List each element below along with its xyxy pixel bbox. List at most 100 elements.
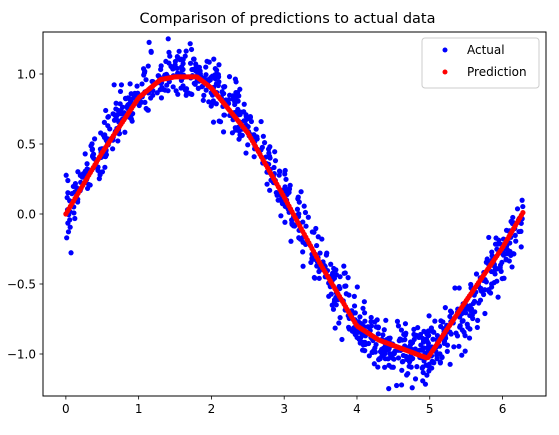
actual-point bbox=[221, 90, 227, 97]
actual-point bbox=[316, 275, 322, 281]
actual-point bbox=[498, 268, 504, 274]
actual-point bbox=[519, 197, 525, 203]
actual-point bbox=[242, 118, 248, 124]
actual-point bbox=[411, 336, 417, 342]
actual-point bbox=[97, 172, 103, 178]
actual-point bbox=[366, 340, 372, 347]
actual-point bbox=[167, 53, 173, 59]
actual-point bbox=[501, 275, 507, 281]
actual-point bbox=[210, 119, 217, 125]
actual-point bbox=[368, 323, 375, 329]
actual-point bbox=[474, 324, 480, 331]
actual-point bbox=[483, 279, 489, 285]
actual-point bbox=[309, 255, 315, 262]
actual-point bbox=[370, 349, 376, 356]
y-axis: −1.0 −0.5 0.0 0.5 1.0 bbox=[7, 68, 43, 362]
x-tick-label: 4 bbox=[353, 402, 361, 416]
actual-point bbox=[330, 306, 337, 312]
actual-point bbox=[420, 364, 426, 370]
actual-point bbox=[67, 224, 73, 230]
actual-point bbox=[314, 242, 320, 249]
actual-point bbox=[331, 299, 338, 305]
actual-point bbox=[113, 100, 119, 106]
legend-label-actual: Actual bbox=[467, 43, 505, 57]
actual-point bbox=[385, 356, 391, 362]
actual-point bbox=[386, 386, 392, 392]
actual-point bbox=[248, 118, 254, 125]
actual-point bbox=[278, 213, 284, 219]
actual-point bbox=[183, 48, 189, 54]
actual-point bbox=[442, 305, 448, 311]
actual-point bbox=[438, 318, 444, 324]
actual-point bbox=[237, 111, 243, 118]
actual-point bbox=[64, 235, 70, 241]
actual-point bbox=[267, 144, 273, 150]
actual-point bbox=[179, 64, 185, 70]
actual-point bbox=[88, 143, 94, 149]
actual-point bbox=[200, 97, 206, 103]
actual-point bbox=[226, 74, 233, 80]
actual-point bbox=[90, 153, 96, 159]
actual-point bbox=[216, 79, 222, 85]
y-tick-label: 0.0 bbox=[17, 208, 36, 222]
actual-point bbox=[430, 336, 436, 342]
actual-point bbox=[432, 318, 438, 324]
actual-point bbox=[420, 369, 426, 376]
actual-point bbox=[122, 95, 129, 101]
actual-point bbox=[466, 335, 473, 341]
actual-point bbox=[253, 126, 259, 132]
series-prediction bbox=[63, 74, 526, 361]
actual-point bbox=[243, 114, 249, 120]
actual-point bbox=[317, 250, 323, 256]
actual-point bbox=[158, 66, 164, 73]
actual-point bbox=[386, 346, 392, 352]
actual-point bbox=[258, 118, 264, 125]
actual-point bbox=[475, 317, 481, 323]
actual-point bbox=[308, 259, 314, 266]
actual-point bbox=[402, 332, 408, 338]
actual-point bbox=[439, 354, 445, 360]
actual-point bbox=[65, 190, 71, 196]
actual-point bbox=[212, 73, 218, 79]
actual-point bbox=[489, 249, 495, 255]
actual-point bbox=[520, 203, 526, 210]
actual-point bbox=[346, 326, 352, 332]
actual-point bbox=[357, 340, 363, 346]
actual-point bbox=[345, 275, 351, 281]
actual-point bbox=[413, 332, 419, 338]
actual-point bbox=[373, 341, 379, 348]
legend-marker-prediction bbox=[442, 69, 448, 75]
actual-point bbox=[296, 211, 302, 217]
actual-point bbox=[346, 292, 352, 298]
actual-point bbox=[82, 151, 88, 157]
actual-point bbox=[342, 270, 348, 276]
actual-point bbox=[204, 58, 210, 64]
actual-point bbox=[139, 81, 145, 87]
actual-point bbox=[110, 146, 116, 152]
prediction-point bbox=[520, 210, 526, 216]
actual-point bbox=[267, 187, 273, 193]
actual-point bbox=[316, 268, 322, 275]
actual-point bbox=[183, 86, 190, 92]
legend-marker-actual bbox=[442, 47, 448, 53]
actual-point bbox=[84, 161, 90, 167]
actual-point bbox=[288, 238, 294, 244]
actual-point bbox=[113, 106, 119, 112]
actual-point bbox=[448, 309, 455, 316]
actual-point bbox=[124, 104, 130, 110]
actual-point bbox=[503, 257, 509, 263]
actual-point bbox=[243, 150, 249, 156]
actual-point bbox=[486, 234, 492, 241]
actual-point bbox=[101, 119, 107, 125]
actual-point bbox=[65, 220, 71, 226]
actual-point bbox=[420, 335, 426, 342]
actual-point bbox=[237, 86, 243, 92]
actual-point bbox=[486, 288, 492, 295]
actual-point bbox=[489, 284, 495, 290]
actual-point bbox=[399, 367, 405, 373]
actual-point bbox=[309, 229, 315, 235]
actual-point bbox=[98, 130, 104, 136]
actual-point bbox=[500, 251, 506, 258]
actual-point bbox=[478, 285, 484, 291]
legend: Actual Prediction bbox=[421, 37, 540, 89]
